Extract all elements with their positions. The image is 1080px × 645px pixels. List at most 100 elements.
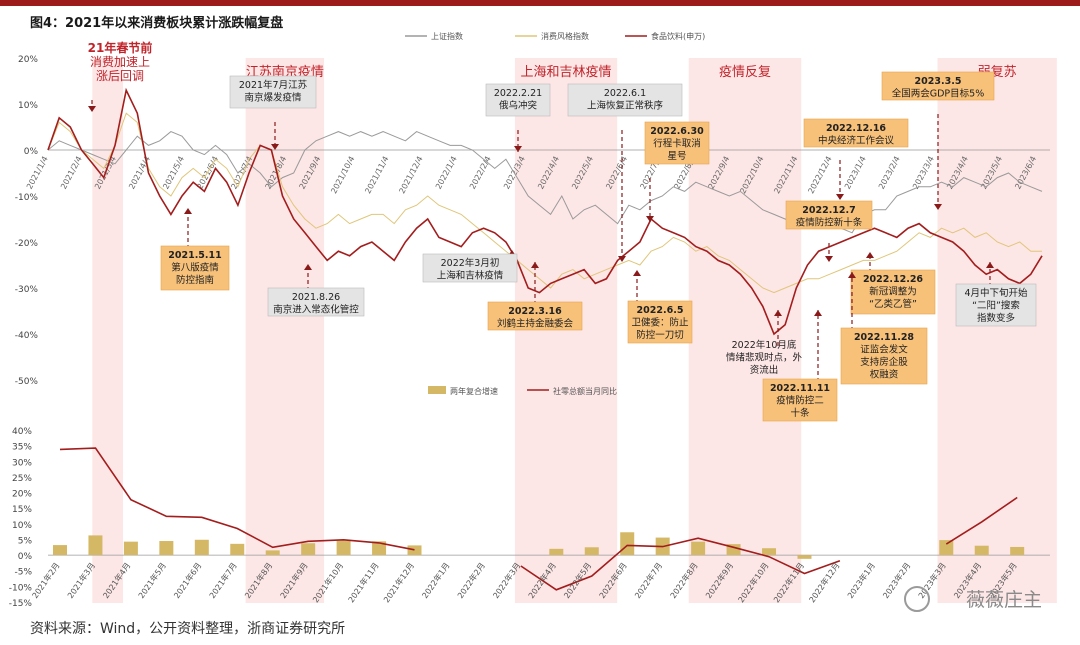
annotation-box bbox=[840, 327, 928, 385]
bottom-y-tick-label: 40% bbox=[12, 427, 32, 437]
bottom-x-tick-label: 2021年2月 bbox=[30, 561, 62, 601]
annotation-box bbox=[160, 245, 230, 291]
annotation-arrowhead bbox=[848, 272, 856, 278]
bottom-y-tick-label: 30% bbox=[12, 458, 32, 468]
annotation-text: 防控一刀切 bbox=[636, 329, 684, 341]
annotation-text: 中央经济工作会议 bbox=[818, 135, 895, 147]
bottom-x-tick-label: 2021年12月 bbox=[381, 561, 416, 605]
bottom-y-tick-label: 20% bbox=[12, 490, 32, 500]
figure-title: 图4：2021年以来消费板块累计涨跌幅复盘 bbox=[30, 16, 284, 31]
shaded-period-label: 疫情反复 bbox=[719, 64, 771, 80]
annotation-arrowhead bbox=[618, 256, 626, 262]
top-y-tick-label: -10% bbox=[15, 193, 39, 203]
annotation-box bbox=[267, 287, 365, 317]
annotation-text: 2022.6.1 bbox=[604, 88, 646, 99]
annotation-text: 2022.3.16 bbox=[508, 306, 562, 317]
annotation-text: 新冠调整为 bbox=[869, 286, 917, 298]
bottom-legend-label: 两年复合增速 bbox=[450, 386, 498, 396]
top-y-tick-label: 10% bbox=[18, 101, 38, 111]
annotation-text: 2022年3月初 bbox=[441, 257, 500, 269]
annotation-text: 2022.12.7 bbox=[802, 205, 856, 216]
bottom-y-tick-label: 5% bbox=[18, 536, 33, 546]
annotation-box bbox=[881, 71, 995, 101]
growth-bar bbox=[1010, 546, 1025, 556]
annotation-text: 疫情防控新十条 bbox=[796, 217, 863, 229]
growth-bar bbox=[230, 543, 245, 556]
annotation-text: 南京爆发疫情 bbox=[244, 92, 302, 104]
annotation-box bbox=[567, 83, 683, 117]
growth-bar bbox=[620, 532, 635, 556]
annotation-box bbox=[955, 283, 1037, 327]
top-legend-label: 上证指数 bbox=[431, 31, 463, 41]
annotation-arrowhead bbox=[986, 262, 994, 268]
annotation-box bbox=[229, 75, 317, 109]
annotation-text: 21年春节前 bbox=[88, 40, 153, 55]
shaded-period-2 bbox=[514, 58, 618, 603]
growth-bar bbox=[762, 548, 777, 556]
annotation-text: 刘鹤主持金融委会 bbox=[497, 318, 574, 330]
annotation-text: 南京进入常态化管控 bbox=[273, 304, 359, 316]
top-y-tick-label: 20% bbox=[18, 55, 38, 65]
growth-bar bbox=[265, 550, 280, 556]
annotation-text: 资流出 bbox=[750, 364, 779, 376]
growth-bar bbox=[726, 544, 741, 556]
annotation-text: 2021.8.26 bbox=[292, 292, 340, 303]
top-y-tick-label: -50% bbox=[15, 377, 39, 387]
top-x-tick-label: 2021/1/4 bbox=[25, 155, 50, 191]
bottom-y-tick-label: -10% bbox=[9, 583, 33, 593]
annotation-text: 2022.12.16 bbox=[826, 123, 886, 134]
top-x-tick-label: 2021/11/4 bbox=[363, 155, 390, 195]
annotation-text: 情绪悲观时点，外 bbox=[726, 352, 803, 364]
annotation-text: 2022.6.5 bbox=[637, 305, 684, 316]
annotation-box bbox=[644, 121, 710, 165]
annotation-text: 第八版疫情 bbox=[171, 262, 219, 274]
annotation-arrowhead bbox=[88, 106, 96, 112]
bottom-x-tick-label: 2022年2月 bbox=[455, 561, 487, 601]
top-x-tick-label: 2022/2/4 bbox=[468, 155, 493, 191]
top-x-tick-label: 2023/2/4 bbox=[877, 155, 902, 191]
growth-bar bbox=[584, 547, 599, 556]
bottom-x-tick-label: 2021年5月 bbox=[136, 561, 168, 601]
annotation-box bbox=[762, 378, 838, 422]
series-line-0 bbox=[47, 131, 1043, 234]
annotation-arrowhead bbox=[531, 262, 539, 268]
annotation-text: 2022.11.11 bbox=[770, 383, 830, 394]
annotation-text: 涨后回调 bbox=[96, 68, 144, 83]
series-line-2 bbox=[47, 87, 1043, 336]
annotation-box bbox=[422, 253, 518, 283]
top-accent-bar bbox=[0, 0, 1080, 6]
growth-bar bbox=[939, 540, 954, 556]
annotation-text: 俄乌冲突 bbox=[499, 100, 538, 112]
annotation-text: “二阳”搜索 bbox=[972, 300, 1020, 312]
annotation-arrowhead bbox=[814, 310, 822, 316]
annotation-arrowhead bbox=[271, 144, 279, 150]
growth-bar bbox=[336, 540, 351, 556]
annotation-text: 星号 bbox=[667, 151, 686, 162]
top-y-tick-label: -20% bbox=[15, 239, 39, 249]
top-x-tick-label: 2023/1/4 bbox=[843, 155, 868, 191]
top-x-tick-label: 2022/1/4 bbox=[434, 155, 459, 191]
growth-bar bbox=[797, 555, 812, 559]
top-x-tick-label: 2021/12/4 bbox=[397, 155, 424, 195]
shaded-period-label: 上海和吉林疫情 bbox=[521, 64, 612, 80]
bottom-x-tick-label: 2021年6月 bbox=[171, 561, 203, 601]
top-x-tick-label: 2021/2/4 bbox=[59, 155, 84, 191]
annotation-text: 十条 bbox=[790, 407, 810, 419]
annotation-text: 疫情防控二 bbox=[776, 395, 824, 407]
annotation-box bbox=[485, 83, 551, 117]
annotation-arrowhead bbox=[646, 216, 654, 222]
growth-bar bbox=[159, 541, 174, 556]
bottom-legend-swatch-bar bbox=[428, 386, 446, 394]
annotation-arrowhead bbox=[934, 204, 942, 210]
top-y-tick-label: 0% bbox=[24, 147, 39, 157]
growth-bar bbox=[194, 539, 209, 556]
top-legend-label: 食品饮料(申万) bbox=[651, 31, 705, 41]
bottom-x-tick-label: 2021年11月 bbox=[346, 561, 381, 605]
bottom-y-tick-label: -15% bbox=[9, 599, 33, 609]
bottom-y-tick-label: 10% bbox=[12, 521, 32, 531]
annotation-text: 4月中下旬开始 bbox=[964, 287, 1028, 299]
annotation-arrowhead bbox=[866, 252, 874, 258]
top-y-tick-label: -30% bbox=[15, 285, 39, 295]
